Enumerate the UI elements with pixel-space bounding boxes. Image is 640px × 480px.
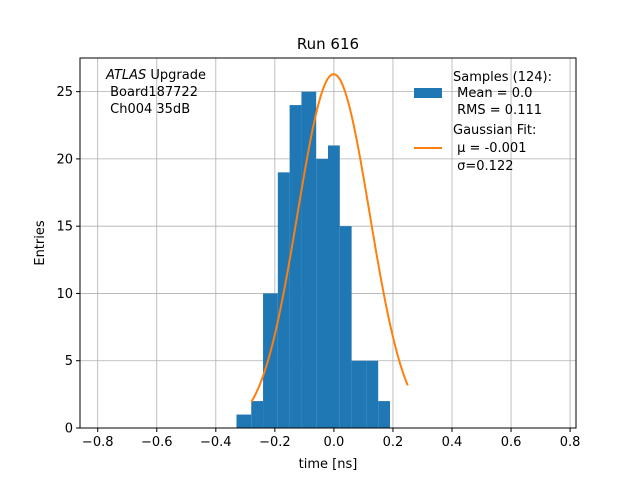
y-axis-ticks: 0 5 10 15 20 25 [56,85,80,437]
histogram-bar [236,414,252,428]
x-axis-label: time [ns] [299,457,358,472]
histogram-bars [236,91,390,429]
histogram-bar [366,360,379,428]
annotation-upgrade: Upgrade [146,68,206,83]
y-tick-label: 20 [56,152,73,167]
gaussian-fit [250,73,409,403]
legend-hist-label: Samples (124): [453,70,552,85]
annotation-channel: Ch004 35dB [106,102,190,117]
histogram-bar [378,401,390,428]
y-axis-label: Entries [33,220,48,266]
x-tick-label: 0.2 [383,435,404,450]
legend-fit-sigma: σ=0.122 [453,159,513,174]
legend-hist-rms: RMS = 0.111 [453,103,542,118]
x-axis-ticks: −0.8 −0.6 −0.4 −0.2 0.0 0.2 0.4 0.6 0.8 [82,428,581,450]
annotation-board: Board187722 [106,85,198,100]
x-tick-label: −0.6 [141,435,173,450]
x-tick-label: 0.0 [324,435,345,450]
legend-hist-swatch [414,88,442,98]
histogram-bar [301,91,317,429]
x-tick-label: 0.6 [501,435,522,450]
histogram-bar [289,105,302,428]
x-tick-label: −0.2 [259,435,291,450]
histogram-bar [277,172,290,428]
histogram-bar [339,226,352,428]
x-tick-label: −0.8 [82,435,114,450]
chart-title: Run 616 [297,35,359,53]
y-tick-label: 0 [65,422,73,437]
legend-fit-label: Gaussian Fit: [453,123,536,138]
histogram-bar [251,401,264,428]
y-tick-label: 25 [56,85,73,100]
annotation-box: ATLAS Upgrade Board187722 Ch004 35dB [105,68,206,117]
annotation-atlas: ATLAS [105,68,146,83]
gaussian-fit-curve [250,73,409,403]
legend: Samples (124): Mean = 0.0 RMS = 0.111 Ga… [414,70,552,174]
histogram-bar [263,293,278,428]
x-tick-label: −0.4 [200,435,232,450]
x-tick-label: 0.8 [560,435,581,450]
axes-frame [79,57,577,429]
y-tick-label: 10 [56,287,73,302]
histogram-bar [328,145,340,429]
annotation-line-1: ATLAS Upgrade [105,68,206,83]
legend-hist-mean: Mean = 0.0 [453,86,532,101]
y-tick-label: 5 [65,354,73,369]
histogram-bar [316,158,328,428]
x-tick-label: 0.4 [442,435,463,450]
y-tick-label: 15 [56,220,73,235]
histogram-bar [351,360,367,428]
legend-fit-mu: μ = -0.001 [453,141,526,156]
